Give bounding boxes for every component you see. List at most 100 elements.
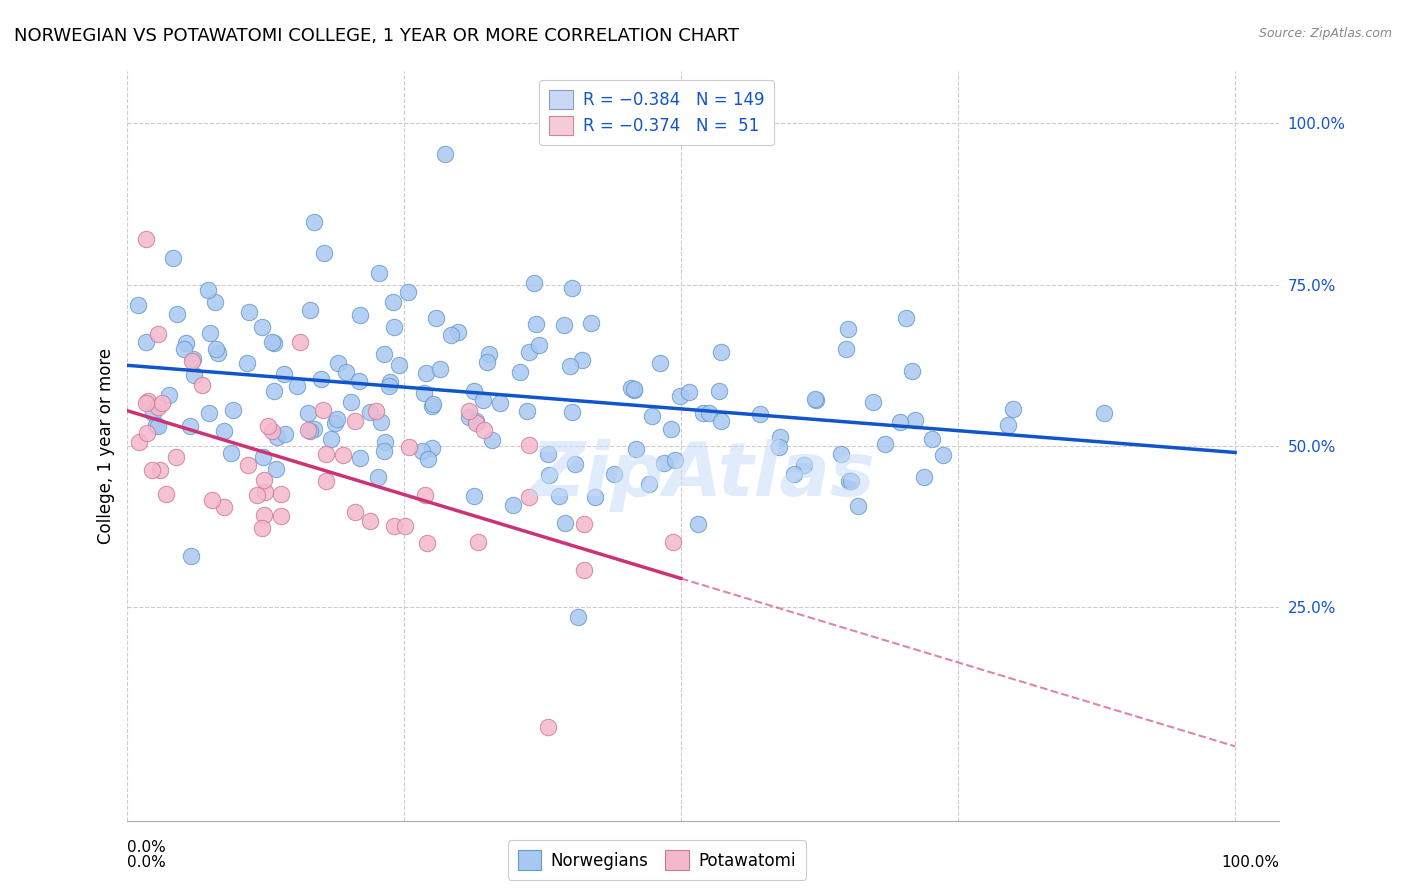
Point bbox=[285, 379, 308, 393]
Point bbox=[538, 468, 561, 483]
Point bbox=[183, 368, 205, 383]
Point bbox=[463, 384, 485, 398]
Point bbox=[179, 418, 201, 433]
Point bbox=[297, 423, 319, 437]
Point bbox=[447, 325, 470, 339]
Point bbox=[806, 393, 828, 408]
Point bbox=[263, 384, 285, 399]
Point bbox=[623, 383, 645, 397]
Point bbox=[641, 409, 664, 423]
Point bbox=[997, 418, 1019, 433]
Point bbox=[603, 467, 626, 481]
Text: NORWEGIAN VS POTAWATOMI COLLEGE, 1 YEAR OR MORE CORRELATION CHART: NORWEGIAN VS POTAWATOMI COLLEGE, 1 YEAR … bbox=[14, 27, 740, 45]
Point bbox=[135, 334, 157, 349]
Point bbox=[135, 396, 157, 410]
Point bbox=[509, 365, 531, 379]
Point bbox=[458, 404, 481, 418]
Point bbox=[349, 450, 371, 465]
Point bbox=[841, 474, 863, 488]
Point bbox=[332, 448, 354, 462]
Point bbox=[921, 432, 943, 446]
Point bbox=[250, 319, 273, 334]
Point bbox=[311, 403, 333, 417]
Point bbox=[339, 395, 361, 409]
Point bbox=[416, 451, 439, 466]
Point bbox=[165, 450, 187, 464]
Point bbox=[298, 424, 321, 438]
Point bbox=[931, 448, 953, 462]
Point bbox=[173, 343, 195, 357]
Point bbox=[262, 424, 284, 438]
Point bbox=[302, 422, 325, 436]
Point bbox=[394, 519, 416, 533]
Point bbox=[219, 446, 242, 460]
Point bbox=[136, 426, 159, 441]
Point bbox=[553, 318, 575, 333]
Point bbox=[457, 410, 479, 425]
Point bbox=[862, 395, 884, 409]
Point bbox=[420, 441, 443, 455]
Point bbox=[207, 346, 229, 360]
Point bbox=[162, 251, 184, 265]
Point bbox=[558, 359, 581, 373]
Point bbox=[141, 463, 163, 477]
Text: 100.0%: 100.0% bbox=[1222, 855, 1279, 870]
Point bbox=[382, 518, 405, 533]
Point bbox=[678, 385, 700, 400]
Point bbox=[183, 352, 205, 367]
Point bbox=[637, 477, 659, 491]
Point bbox=[830, 447, 852, 461]
Point bbox=[561, 405, 583, 419]
Point bbox=[200, 326, 222, 340]
Point bbox=[804, 392, 827, 406]
Point bbox=[136, 394, 159, 409]
Point bbox=[344, 504, 367, 518]
Point bbox=[166, 307, 188, 321]
Point bbox=[710, 344, 733, 359]
Point bbox=[699, 406, 721, 420]
Point bbox=[664, 453, 686, 467]
Point bbox=[146, 326, 169, 341]
Point bbox=[873, 437, 896, 451]
Point bbox=[398, 440, 420, 454]
Point bbox=[127, 298, 149, 312]
Point bbox=[420, 399, 443, 413]
Point bbox=[135, 232, 157, 246]
Point bbox=[315, 447, 337, 461]
Point bbox=[523, 276, 546, 290]
Point bbox=[900, 363, 922, 377]
Point bbox=[396, 285, 419, 300]
Point bbox=[274, 427, 297, 442]
Point bbox=[709, 384, 731, 399]
Point bbox=[783, 467, 806, 482]
Point bbox=[273, 367, 295, 381]
Point bbox=[440, 328, 463, 343]
Point bbox=[190, 378, 212, 392]
Point bbox=[297, 406, 319, 420]
Point bbox=[554, 516, 576, 531]
Point bbox=[413, 386, 436, 401]
Point bbox=[652, 456, 675, 470]
Point bbox=[659, 422, 682, 436]
Point bbox=[835, 342, 858, 356]
Point bbox=[373, 346, 395, 360]
Point bbox=[315, 474, 337, 488]
Point bbox=[250, 521, 273, 535]
Point bbox=[146, 418, 169, 433]
Point bbox=[669, 389, 692, 403]
Point bbox=[517, 438, 540, 452]
Point bbox=[768, 430, 790, 444]
Point bbox=[433, 146, 456, 161]
Point bbox=[912, 470, 935, 484]
Point bbox=[181, 354, 204, 368]
Point bbox=[349, 309, 371, 323]
Point bbox=[548, 489, 571, 503]
Point bbox=[793, 458, 815, 472]
Point bbox=[571, 353, 593, 368]
Point bbox=[904, 413, 927, 427]
Point bbox=[837, 322, 859, 336]
Point bbox=[848, 500, 870, 514]
Point bbox=[180, 549, 202, 564]
Point bbox=[574, 563, 596, 577]
Text: 0.0%: 0.0% bbox=[127, 855, 166, 870]
